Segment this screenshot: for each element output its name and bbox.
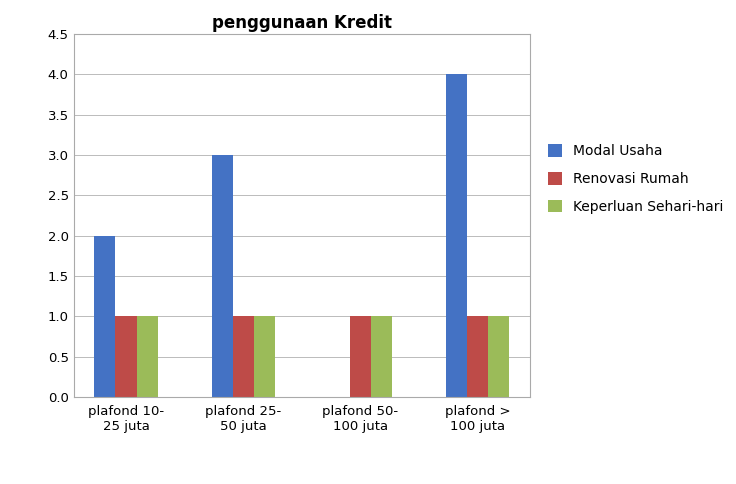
Bar [371, 316, 392, 397]
Bar [233, 316, 254, 397]
Bar [211, 155, 233, 397]
Bar [254, 316, 275, 397]
Legend: Modal Usaha, Renovasi Rumah, Keperluan Sehari-hari: Modal Usaha, Renovasi Rumah, Keperluan S… [542, 137, 731, 221]
Bar [116, 316, 137, 397]
Title: penggunaan Kredit: penggunaan Kredit [212, 15, 392, 32]
Bar [350, 316, 371, 397]
Bar [137, 316, 158, 397]
Bar [467, 316, 488, 397]
Bar [488, 316, 509, 397]
Bar [94, 236, 116, 397]
Bar [446, 74, 467, 397]
